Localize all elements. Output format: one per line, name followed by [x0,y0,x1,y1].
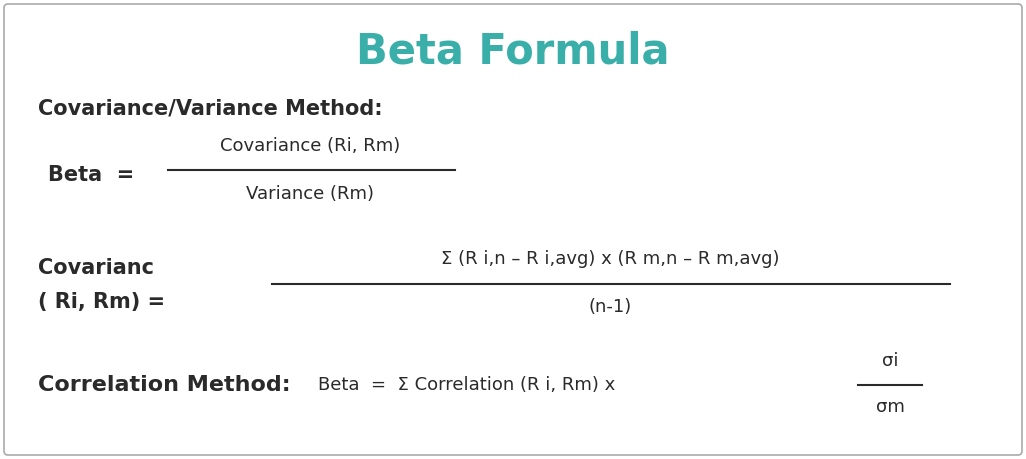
Text: Variance (Rm): Variance (Rm) [246,185,374,203]
FancyBboxPatch shape [4,4,1022,455]
Text: Beta  =: Beta = [48,165,134,185]
Text: Correlation Method:: Correlation Method: [38,375,290,395]
Text: ( Ri, Rm) =: ( Ri, Rm) = [38,292,165,312]
Text: Covarianc: Covarianc [38,258,154,278]
Text: Covariance (Ri, Rm): Covariance (Ri, Rm) [220,137,400,155]
Text: (n-1): (n-1) [588,298,632,316]
Text: Σ (R i,n – R i,avg) x (R m,n – R m,avg): Σ (R i,n – R i,avg) x (R m,n – R m,avg) [441,250,780,268]
Text: Covariance/Variance Method:: Covariance/Variance Method: [38,98,383,118]
Text: σm: σm [875,398,905,416]
Text: σi: σi [881,352,898,370]
Text: Beta Formula: Beta Formula [356,31,670,73]
Text: Beta  =  Σ Correlation (R i, Rm) x: Beta = Σ Correlation (R i, Rm) x [318,376,616,394]
